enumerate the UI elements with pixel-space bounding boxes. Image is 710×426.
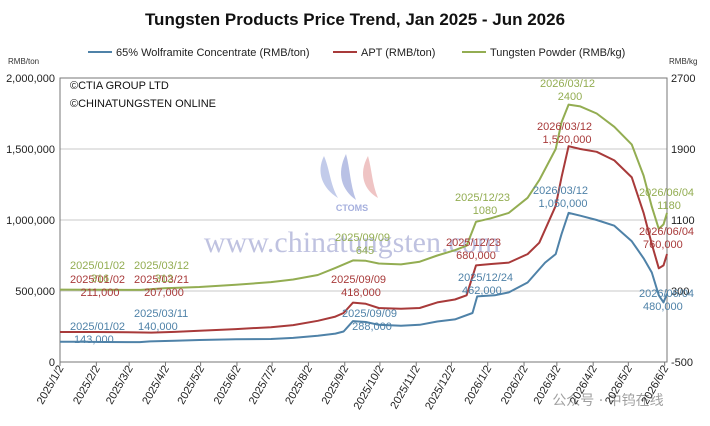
label-date-2-3: 2025/12/23 <box>455 192 510 204</box>
x-tick-label: 2025/10/2 <box>352 364 387 412</box>
x-tick-label: 2025/11/2 <box>388 364 422 412</box>
x-tick-label: 2025/9/2 <box>320 364 352 407</box>
left-tick-label: 1,000,000 <box>6 215 55 227</box>
x-axis: 2025/1/2 2025/2/2 2025/3/2 2025/4/2 2025/5/2… <box>35 362 671 412</box>
x-tick-label: 2025/2/2 <box>71 364 103 407</box>
label-value-0-2: 288,000 <box>352 321 392 333</box>
left-tick-label: 500,000 <box>15 286 55 298</box>
label-date-2-5: 2026/06/04 <box>639 187 694 199</box>
watermark-text: www.chinatungsten.com <box>204 226 500 259</box>
label-date-0-3: 2025/12/24 <box>458 272 513 284</box>
label-value-1-2: 418,000 <box>341 287 381 299</box>
legend-label-0: 65% Wolframite Concentrate (RMB/ton) <box>116 47 310 59</box>
credit-ctia: ©CTIA GROUP LTD <box>70 80 169 92</box>
plot-area <box>59 77 668 363</box>
label-date-0-4: 2026/03/12 <box>533 185 588 197</box>
series-line-1 <box>60 145 668 334</box>
label-value-1-1: 207,000 <box>144 287 184 299</box>
label-value-2-2: 645 <box>356 245 374 257</box>
legend-label-1: APT (RMB/ton) <box>361 47 435 59</box>
label-date-0-0: 2025/01/02 <box>70 321 125 333</box>
label-value-1-0: 211,000 <box>81 287 120 299</box>
label-date-2-1: 2025/03/12 <box>134 260 189 272</box>
x-tick-label: 2026/1/2 <box>463 364 495 407</box>
right-tick-label: 2700 <box>671 73 695 85</box>
right-tick-label: 300 <box>671 286 689 298</box>
right-tick-label: -500 <box>671 357 693 369</box>
series-line-2 <box>59 103 668 291</box>
credit-chinatungsten: ©CHINATUNGSTEN ONLINE <box>70 98 216 110</box>
logo-text: CTOMS <box>336 203 368 213</box>
x-tick-label: 2025/1/2 <box>35 364 67 407</box>
label-value-0-5: 480,000 <box>643 301 683 313</box>
label-value-2-4: 2400 <box>558 91 582 103</box>
left-tick-label: 0 <box>49 357 55 369</box>
label-date-0-2: 2025/09/09 <box>342 308 397 320</box>
wechat-watermark: 公众号 · 中钨在线 <box>552 393 663 409</box>
label-date-1-2: 2025/09/09 <box>331 274 386 286</box>
right-tick-label: 1100 <box>671 215 695 227</box>
label-value-2-1: 312 <box>155 273 173 285</box>
series-lines <box>59 103 668 344</box>
x-tick-label: 2025/7/2 <box>247 364 279 407</box>
series-line-0 <box>60 211 668 344</box>
right-tick-label: 1900 <box>671 144 695 156</box>
label-value-2-0: 316 <box>91 273 109 285</box>
label-date-2-4: 2026/03/12 <box>540 78 595 90</box>
label-value-0-4: 1,050,000 <box>539 198 588 210</box>
label-date-0-1: 2025/03/11 <box>134 308 188 320</box>
label-value-0-3: 462,000 <box>462 285 502 297</box>
legend-label-2: Tungsten Powder (RMB/kg) <box>490 47 625 59</box>
x-tick-label: 2025/12/2 <box>423 364 458 412</box>
watermark-group: CTOMS www.chinatungsten.com 公众号 · 中钨在线 <box>204 154 664 409</box>
label-value-2-5: 1180 <box>657 200 681 212</box>
label-value-1-5: 760,000 <box>643 239 683 251</box>
right-axis-unit: RMB/kg <box>669 57 697 66</box>
left-axis-unit: RMB/ton <box>8 57 39 66</box>
label-date-1-5: 2026/06/04 <box>639 226 694 238</box>
data-annotations: 2025/01/02143,0002025/03/11140,0002025/0… <box>70 78 694 346</box>
chart-title: Tungsten Products Price Trend, Jan 2025 … <box>145 10 565 29</box>
label-date-2-0: 2025/01/02 <box>70 260 125 272</box>
legend: 65% Wolframite Concentrate (RMB/ton) APT … <box>88 47 625 59</box>
label-value-1-4: 1,520,000 <box>543 134 592 146</box>
x-tick-label: 2025/8/2 <box>283 364 315 407</box>
label-date-1-1: 2025/03/21 <box>134 274 189 286</box>
label-date-1-4: 2026/03/12 <box>537 121 592 133</box>
label-value-1-3: 680,000 <box>456 250 496 262</box>
left-tick-label: 2,000,000 <box>6 73 55 85</box>
label-date-0-5: 2026/06/04 <box>639 288 694 300</box>
label-date-2-2: 2025/09/09 <box>335 232 390 244</box>
left-axis: 0 500,000 1,000,000 1,500,000 2,000,000 <box>6 73 55 369</box>
x-tick-label: 2025/4/2 <box>140 364 172 407</box>
right-axis: -500 300 1100 1900 2700 <box>671 73 695 369</box>
x-tick-label: 2025/5/2 <box>175 364 207 407</box>
x-tick-label: 2026/2/2 <box>499 364 531 407</box>
label-date-1-0: 2025/01/02 <box>70 274 125 286</box>
label-date-1-3: 2025/12/23 <box>446 237 501 249</box>
x-tick-label: 2025/6/2 <box>212 364 244 407</box>
x-tick-label: 2025/3/2 <box>104 364 136 407</box>
left-tick-label: 1,500,000 <box>6 144 55 156</box>
label-value-2-3: 1080 <box>473 205 497 217</box>
label-value-0-1: 140,000 <box>138 321 178 333</box>
ctoms-logo: CTOMS <box>320 154 378 213</box>
label-value-0-0: 143,000 <box>74 334 114 346</box>
